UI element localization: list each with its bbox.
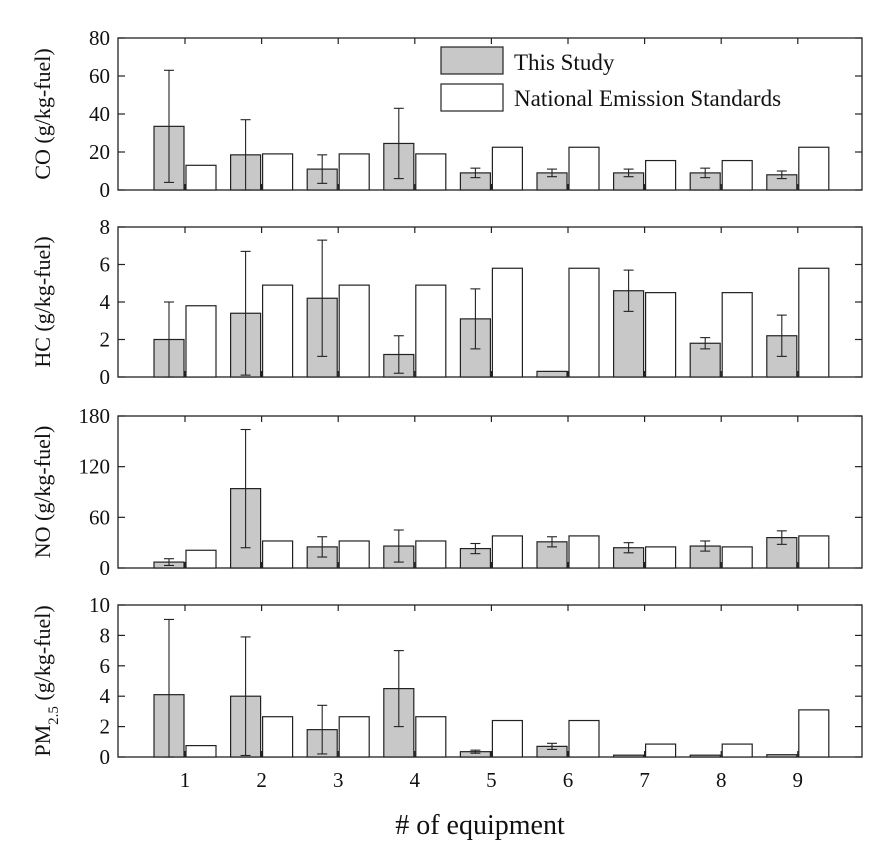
bar-this-study (612, 754, 645, 758)
y-tick-label: 4 (100, 684, 111, 708)
y-axis-label-units: (g/kg-fuel) (30, 605, 55, 706)
legend-swatch-national-standard (440, 83, 504, 112)
bar-national-standard (721, 292, 753, 378)
y-tick-label: 180 (79, 404, 111, 428)
y-axis-label: NO (g/kg-fuel) (30, 426, 55, 559)
bar-national-standard (798, 267, 830, 378)
panel-frame (117, 604, 863, 758)
bar-national-standard (185, 744, 217, 758)
bar-national-standard (338, 716, 370, 758)
bar-national-standard (185, 164, 217, 191)
bar-national-standard (798, 709, 830, 758)
bar-national-standard (415, 716, 447, 758)
bar-national-standard (568, 719, 600, 758)
y-axis-label: PM2.5 (g/kg-fuel) (30, 605, 62, 756)
bar-national-standard (491, 267, 523, 378)
y-tick-label: 120 (79, 455, 111, 479)
legend: This Study National Emission Standards (440, 46, 781, 112)
bar-national-standard (644, 546, 677, 569)
bar-national-standard (644, 159, 677, 191)
y-tick-label: 20 (89, 140, 110, 164)
y-tick-label: 0 (100, 365, 111, 389)
y-tick-label: 6 (100, 253, 111, 277)
bar-national-standard (491, 719, 523, 758)
bar-national-standard (721, 546, 753, 569)
y-tick-label: 2 (100, 715, 111, 739)
bar-national-standard (415, 284, 447, 378)
bar-national-standard (415, 153, 447, 191)
bar-national-standard (415, 540, 447, 569)
bar-this-study (536, 370, 568, 378)
x-tick-label: 4 (410, 768, 421, 792)
x-tick-label: 2 (256, 768, 267, 792)
x-tick-label: 3 (333, 768, 344, 792)
bar-this-study (766, 754, 798, 758)
bar-national-standard (262, 153, 294, 191)
x-tick-label: 1 (180, 768, 191, 792)
panel-3: 0 60 120 180 NO (g/kg-fuel) (30, 404, 863, 580)
bar-national-standard (262, 284, 294, 378)
x-tick-label: 9 (793, 768, 804, 792)
bar-national-standard (262, 540, 294, 569)
bar-national-standard (568, 146, 600, 191)
bar-national-standard (798, 535, 830, 569)
x-tick-label: 8 (716, 768, 727, 792)
bar-national-standard (338, 540, 370, 569)
y-tick-label: 10 (89, 593, 110, 617)
bar-national-standard (338, 284, 370, 378)
y-tick-label: 0 (100, 556, 111, 580)
y-tick-label: 60 (89, 505, 110, 529)
panel-1: 0 20 40 60 80 CO (g/kg-fuel) (30, 26, 863, 202)
bar-national-standard (262, 716, 294, 758)
bar-national-standard (491, 146, 523, 191)
bar-national-standard (491, 535, 523, 569)
x-tick-label: 7 (639, 768, 650, 792)
y-tick-label: 2 (100, 328, 111, 352)
panel-2: 0 2 4 6 8 HC (g/kg-fuel) (30, 215, 863, 389)
bar-national-standard (185, 549, 217, 569)
bar-national-standard (644, 743, 677, 758)
y-tick-label: 80 (89, 26, 110, 50)
bar-national-standard (721, 743, 753, 758)
bar-national-standard (338, 153, 370, 191)
bar-national-standard (568, 535, 600, 569)
y-tick-label: 0 (100, 178, 111, 202)
panel-frame (117, 415, 863, 569)
y-axis-label: HC (g/kg-fuel) (30, 236, 55, 367)
x-tick-label: 5 (486, 768, 497, 792)
y-tick-label: 4 (100, 290, 111, 314)
y-tick-label: 40 (89, 102, 110, 126)
bar-this-study (689, 754, 721, 758)
bar-national-standard (721, 159, 753, 191)
y-tick-label: 6 (100, 654, 111, 678)
y-axis-label-main: PM (30, 725, 55, 757)
bar-national-standard (798, 146, 830, 191)
bar-national-standard (644, 292, 677, 378)
legend-label-national-standard: National Emission Standards (514, 86, 781, 111)
y-axis-label: CO (g/kg-fuel) (30, 48, 55, 179)
y-tick-label: 60 (89, 64, 110, 88)
y-tick-label: 0 (100, 745, 111, 769)
x-tick-label: 6 (563, 768, 574, 792)
legend-label-this-study: This Study (514, 50, 615, 75)
bar-national-standard (568, 267, 600, 378)
x-axis-label: # of equipment (395, 810, 565, 841)
bar-national-standard (185, 305, 217, 378)
y-axis-label-subscript: 2.5 (46, 706, 62, 725)
panel-4: 0 2 4 6 8 10 PM2.5 (g/kg-fuel) 1 2 3 4 5 6 7 8 9 (30, 593, 863, 792)
y-tick-label: 8 (100, 215, 111, 239)
legend-swatch-this-study (440, 46, 504, 75)
y-tick-label: 8 (100, 623, 111, 647)
